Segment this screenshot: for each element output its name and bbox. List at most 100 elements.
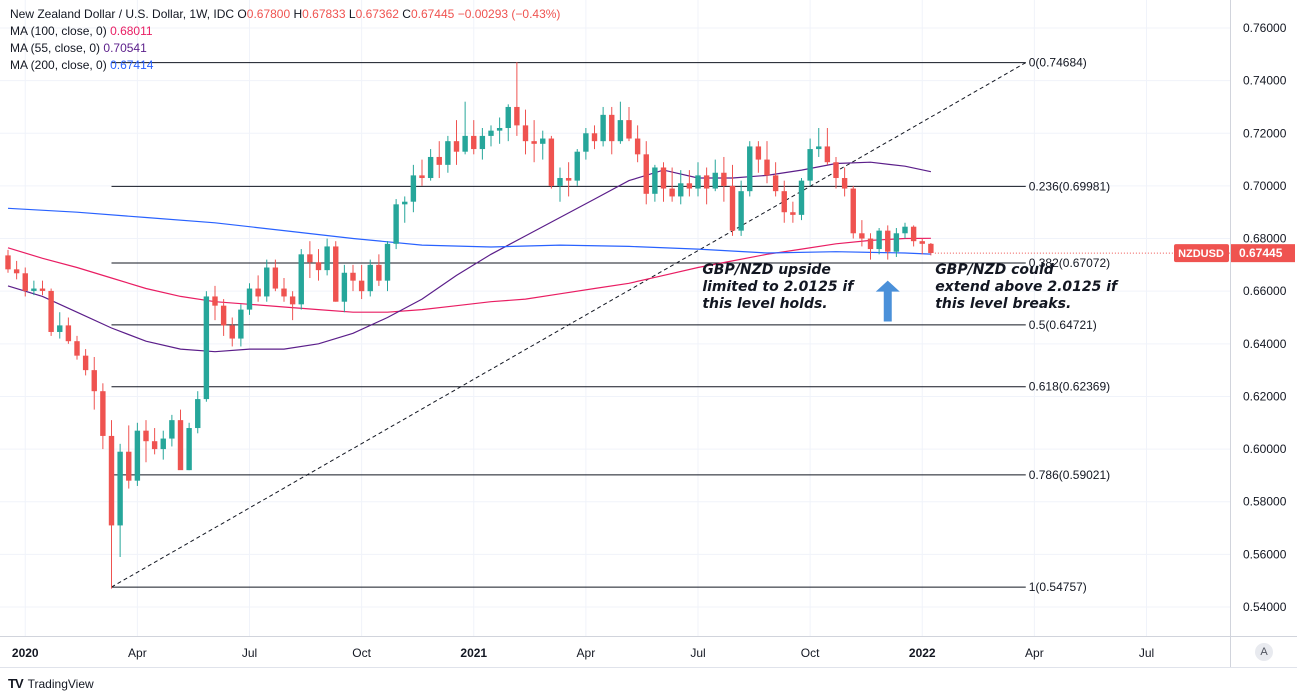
candle-body [824,146,831,163]
candle-body [496,128,503,131]
y-tick-label: 0.70000 [1243,179,1287,193]
candle-body [686,183,693,189]
candle-body [522,125,529,142]
ohlc-values: O0.67800 H0.67833 L0.67362 C0.67445 [237,7,457,21]
x-tick-label: Apr [1025,646,1044,660]
fib-level-label: 0.618(0.62369) [1029,380,1110,394]
candle-body [82,355,89,371]
candle-body [5,255,11,270]
y-tick-label: 0.60000 [1243,442,1287,456]
candle-body [462,135,468,152]
candle-body [134,430,141,481]
candle-body [729,185,736,231]
candle-body [583,133,589,152]
candle-body [790,212,796,215]
moving-average-line [7,207,931,255]
candle-body [488,130,494,136]
candle-body [91,370,97,392]
fib-level-label: 0.5(0.64721) [1029,318,1097,332]
candle-body [298,254,304,305]
x-tick-label: Jul [690,646,705,660]
legend-ma200-label: MA (200, close, 0) [10,58,107,72]
candle-body [341,272,348,302]
candle-body [48,290,54,332]
fib-trendline [111,62,1026,588]
annotation-line: extend above 2.0125 if [935,279,1119,295]
candle-body [358,280,365,292]
candle-body [289,296,296,305]
candle-body [220,305,227,326]
candle-body [255,288,261,297]
candle-body [384,243,391,281]
y-tick-label: 0.58000 [1243,495,1287,509]
candle-body [867,238,874,250]
fib-level-label: 0(0.74684) [1029,56,1087,70]
annotation-line: this level breaks. [935,296,1071,312]
x-tick-label: Apr [128,646,147,660]
y-tick-label: 0.54000 [1243,600,1287,614]
candle-body [798,180,805,215]
y-tick-label: 0.66000 [1243,284,1287,298]
x-tick-label: Jul [242,646,257,660]
candle-body [410,175,417,202]
y-tick-label: 0.72000 [1243,126,1287,140]
candle-body [712,172,718,189]
legend-ma200-row: MA (200, close, 0) 0.67414 [10,57,560,74]
candle-body [186,428,192,471]
candle-body [307,254,313,263]
candle-body [755,146,762,160]
candle-body [816,146,822,150]
candle-body [350,272,356,281]
x-tick-label: Oct [352,646,371,660]
candle-body [859,233,865,239]
candle-body [781,191,787,213]
ohlc-label: C [398,7,411,21]
candle-body [126,451,132,481]
candle-body [169,420,175,439]
auto-scale-button[interactable]: A [1255,643,1273,661]
candle-body [652,167,658,194]
candle-body [57,325,63,332]
candle-body [721,172,727,186]
chart-legend: New Zealand Dollar / U.S. Dollar, 1W, ID… [10,6,560,74]
x-tick-label: 2021 [460,646,487,660]
candle-body [902,226,908,234]
candle-body [764,159,770,176]
candle-body [160,438,166,450]
candle-body [678,183,684,197]
candle-body [626,120,632,139]
tradingview-logo-icon: TV [8,676,24,691]
x-tick-label: Oct [801,646,820,660]
candle-body [393,204,399,244]
candle-body [74,341,80,356]
y-tick-label: 0.64000 [1243,337,1287,351]
legend-ma55-label: MA (55, close, 0) [10,41,101,55]
candle-body [850,188,856,234]
symbol-badge: NZDUSD [1178,248,1224,260]
candle-body [548,138,555,186]
candle-body [660,167,667,189]
candle-body [22,273,28,291]
x-tick-label: Jul [1139,646,1154,660]
candle-body [427,156,434,179]
ohlc-label: L [345,7,356,21]
candle-body [229,325,235,339]
candle-body [445,141,451,165]
candle-body [471,135,477,150]
x-tick-label: 2020 [12,646,39,660]
legend-ma200-value: 0.67414 [110,58,154,72]
candle-body [367,264,373,292]
candle-body [505,106,511,129]
candle-body [919,241,925,244]
candle-body [591,133,598,142]
candle-body [885,230,891,252]
candle-body [212,296,218,306]
legend-ma100-label: MA (100, close, 0) [10,24,107,38]
chart-annotation: GBP/NZD could extend above 2.0125 if this … [935,262,1119,312]
candle-body [419,175,425,179]
candle-body [65,325,72,342]
candle-body [39,288,46,291]
candle-body [600,114,606,142]
